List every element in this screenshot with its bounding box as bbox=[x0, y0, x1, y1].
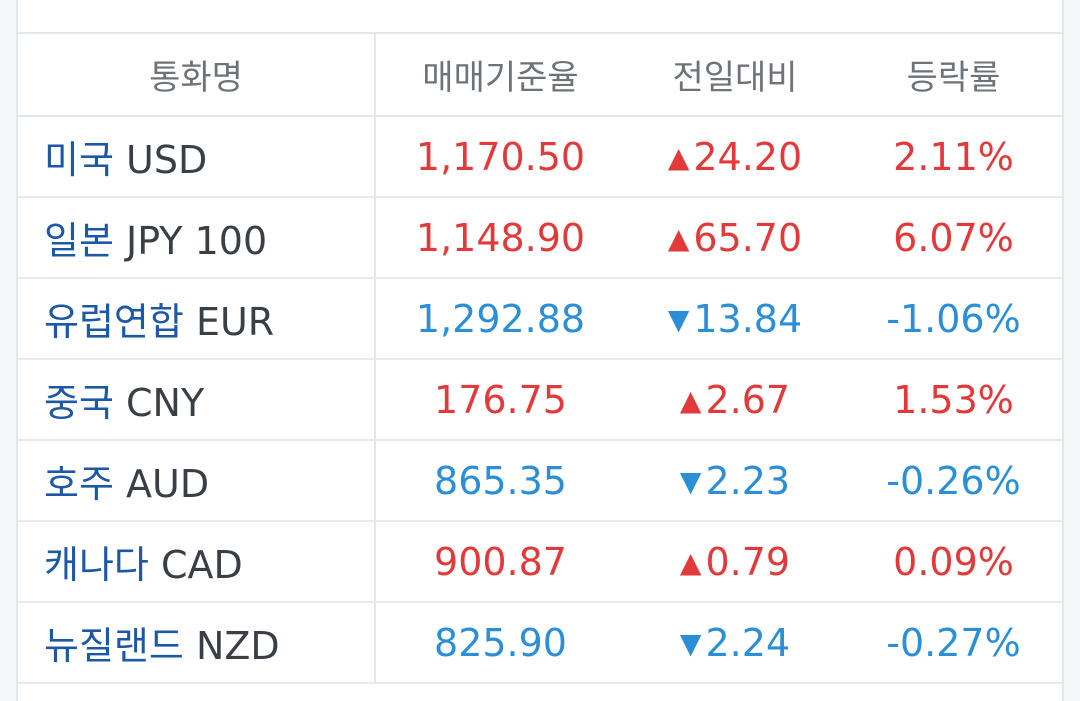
table-row[interactable]: 뉴질랜드 NZD 825.90 ▼ 2.24 -0.27% bbox=[18, 602, 1062, 684]
country-name: 미국 bbox=[44, 138, 114, 182]
pct-cell: 1.53% bbox=[845, 359, 1062, 441]
table-row[interactable]: 미국 USD 1,170.50 ▲ 24.20 2.11% bbox=[18, 116, 1062, 198]
country-name: 캐나다 bbox=[44, 543, 149, 587]
triangle-up-icon: ▲ bbox=[667, 221, 690, 255]
currency-code: AUD bbox=[126, 462, 210, 506]
change-value: 13.84 bbox=[693, 296, 803, 341]
pct-cell: -0.26% bbox=[845, 440, 1062, 522]
currency-cell: 미국 USD bbox=[18, 116, 376, 198]
currency-code: CAD bbox=[160, 543, 243, 587]
country-name: 뉴질랜드 bbox=[44, 624, 184, 668]
table-row[interactable]: 호주 AUD 865.35 ▼ 2.23 -0.26% bbox=[18, 440, 1062, 522]
change-cell: ▲ 24.20 bbox=[625, 116, 845, 198]
pct-cell: 6.07% bbox=[845, 197, 1062, 279]
pct-cell: 0.09% bbox=[845, 521, 1062, 603]
change-cell: ▲ 65.70 bbox=[625, 197, 845, 279]
table-row[interactable]: 캐나다 CAD 900.87 ▲ 0.79 0.09% bbox=[18, 521, 1062, 603]
triangle-down-icon: ▼ bbox=[679, 464, 702, 498]
change-cell: ▲ 2.67 bbox=[625, 359, 845, 441]
change-cell: ▼ 13.84 bbox=[625, 278, 845, 360]
pct-cell: -0.27% bbox=[845, 602, 1062, 684]
rate-cell: 1,170.50 bbox=[375, 116, 625, 198]
header-currency: 통화명 bbox=[18, 34, 376, 117]
triangle-up-icon: ▲ bbox=[667, 140, 690, 174]
currency-cell: 호주 AUD bbox=[18, 440, 376, 522]
currency-cell: 중국 CNY bbox=[18, 359, 376, 441]
country-name: 중국 bbox=[44, 381, 114, 425]
table-header-row: 통화명 매매기준율 전일대비 등락률 bbox=[18, 34, 1062, 117]
change-cell: ▼ 2.24 bbox=[625, 602, 845, 684]
currency-code: NZD bbox=[195, 624, 280, 668]
header-pct: 등락률 bbox=[845, 34, 1062, 117]
country-name: 호주 bbox=[44, 462, 114, 506]
country-name: 유럽연합 bbox=[44, 300, 184, 344]
currency-code: USD bbox=[126, 138, 208, 182]
header-rate: 매매기준율 bbox=[375, 34, 625, 117]
currency-code: CNY bbox=[126, 381, 205, 425]
pct-cell: 2.11% bbox=[845, 116, 1062, 198]
rate-cell: 1,292.88 bbox=[375, 278, 625, 360]
triangle-down-icon: ▼ bbox=[679, 626, 702, 660]
exchange-rate-table: 통화명 매매기준율 전일대비 등락률 미국 USD 1,170.50 ▲ 24.20 2… bbox=[18, 34, 1062, 684]
change-value: 2.23 bbox=[705, 458, 791, 503]
triangle-down-icon: ▼ bbox=[667, 302, 690, 336]
change-value: 2.24 bbox=[705, 620, 791, 665]
currency-code: JPY 100 bbox=[126, 219, 268, 263]
currency-cell: 뉴질랜드 NZD bbox=[18, 602, 376, 684]
currency-cell: 캐나다 CAD bbox=[18, 521, 376, 603]
rate-cell: 1,148.90 bbox=[375, 197, 625, 279]
change-value: 2.67 bbox=[705, 377, 791, 422]
change-value: 0.79 bbox=[705, 539, 791, 584]
top-strip bbox=[18, 0, 1062, 34]
header-change: 전일대비 bbox=[625, 34, 845, 117]
currency-cell: 유럽연합 EUR bbox=[18, 278, 376, 360]
change-cell: ▼ 2.23 bbox=[625, 440, 845, 522]
exchange-rate-panel: 통화명 매매기준율 전일대비 등락률 미국 USD 1,170.50 ▲ 24.20 2… bbox=[16, 0, 1064, 701]
rate-cell: 865.35 bbox=[375, 440, 625, 522]
table-row[interactable]: 일본 JPY 100 1,148.90 ▲ 65.70 6.07% bbox=[18, 197, 1062, 279]
currency-code: EUR bbox=[195, 300, 275, 344]
rate-cell: 825.90 bbox=[375, 602, 625, 684]
table-row[interactable]: 중국 CNY 176.75 ▲ 2.67 1.53% bbox=[18, 359, 1062, 441]
country-name: 일본 bbox=[44, 219, 114, 263]
triangle-up-icon: ▲ bbox=[679, 383, 702, 417]
pct-cell: -1.06% bbox=[845, 278, 1062, 360]
table-row[interactable]: 유럽연합 EUR 1,292.88 ▼ 13.84 -1.06% bbox=[18, 278, 1062, 360]
change-value: 24.20 bbox=[693, 134, 803, 179]
currency-cell: 일본 JPY 100 bbox=[18, 197, 376, 279]
rate-cell: 176.75 bbox=[375, 359, 625, 441]
change-cell: ▲ 0.79 bbox=[625, 521, 845, 603]
change-value: 65.70 bbox=[693, 215, 803, 260]
rate-cell: 900.87 bbox=[375, 521, 625, 603]
triangle-up-icon: ▲ bbox=[679, 545, 702, 579]
